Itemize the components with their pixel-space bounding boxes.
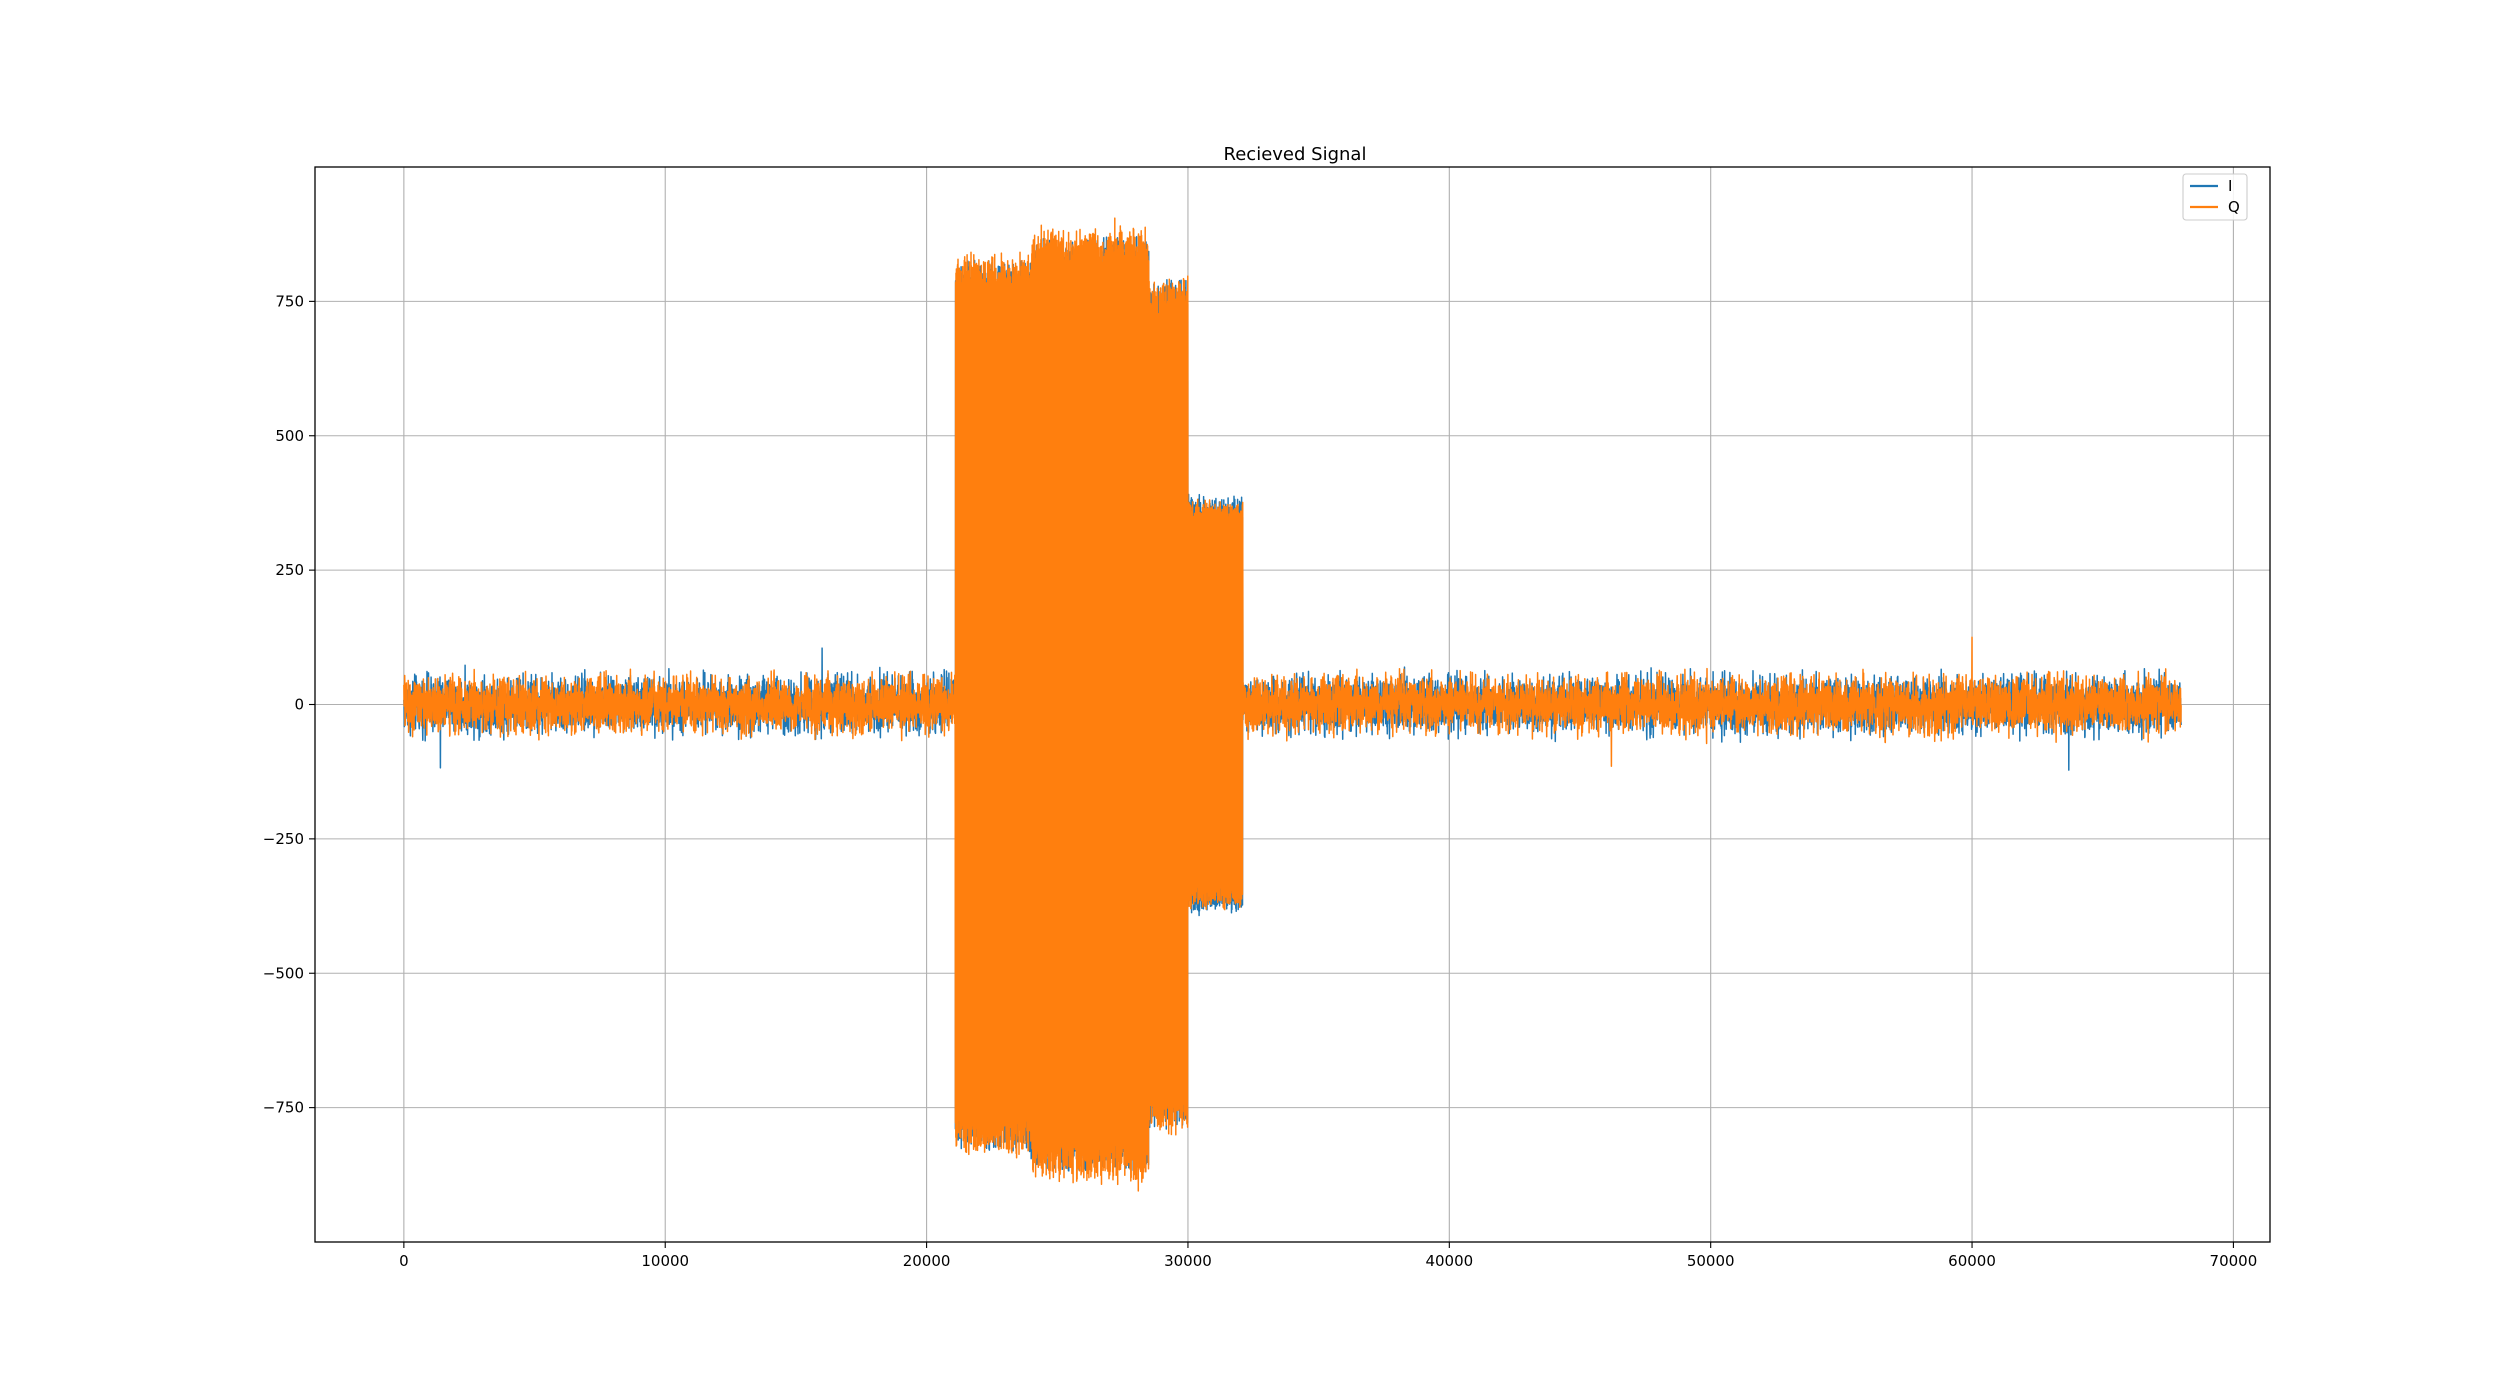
x-axis-ticks: 0 10000 20000 30000 40000 50000 60000 70000 — [399, 1242, 2257, 1270]
legend: IQ — [2182, 173, 2248, 221]
grid-lines — [315, 167, 2270, 1242]
x-tick-label: 60000 — [1948, 1252, 1996, 1270]
x-tick-label: 20000 — [903, 1252, 951, 1270]
plot-frame — [314, 166, 2271, 1243]
y-tick-label: −250 — [263, 830, 304, 848]
y-tick-label: 750 — [275, 292, 304, 310]
x-tick-label: 30000 — [1164, 1252, 1212, 1270]
x-tick-label: 70000 — [2210, 1252, 2258, 1270]
series-line-q — [403, 217, 2182, 1192]
series-lines — [403, 217, 2182, 1192]
x-tick-label: 40000 — [1425, 1252, 1473, 1270]
y-tick-label: −500 — [263, 964, 304, 982]
y-tick-label: −750 — [263, 1099, 304, 1117]
legend-label-i: I — [2228, 177, 2232, 195]
x-tick-label: 50000 — [1687, 1252, 1735, 1270]
y-tick-label: 500 — [275, 427, 304, 445]
y-tick-label: 250 — [275, 561, 304, 579]
x-tick-label: 10000 — [641, 1252, 689, 1270]
chart-title: Recieved Signal — [1224, 144, 1367, 165]
legend-label-q: Q — [2228, 198, 2240, 216]
y-tick-label: 0 — [294, 696, 304, 714]
x-tick-label: 0 — [399, 1252, 409, 1270]
y-axis-ticks: −750 −500 −250 0 250 500 750 — [263, 292, 315, 1117]
